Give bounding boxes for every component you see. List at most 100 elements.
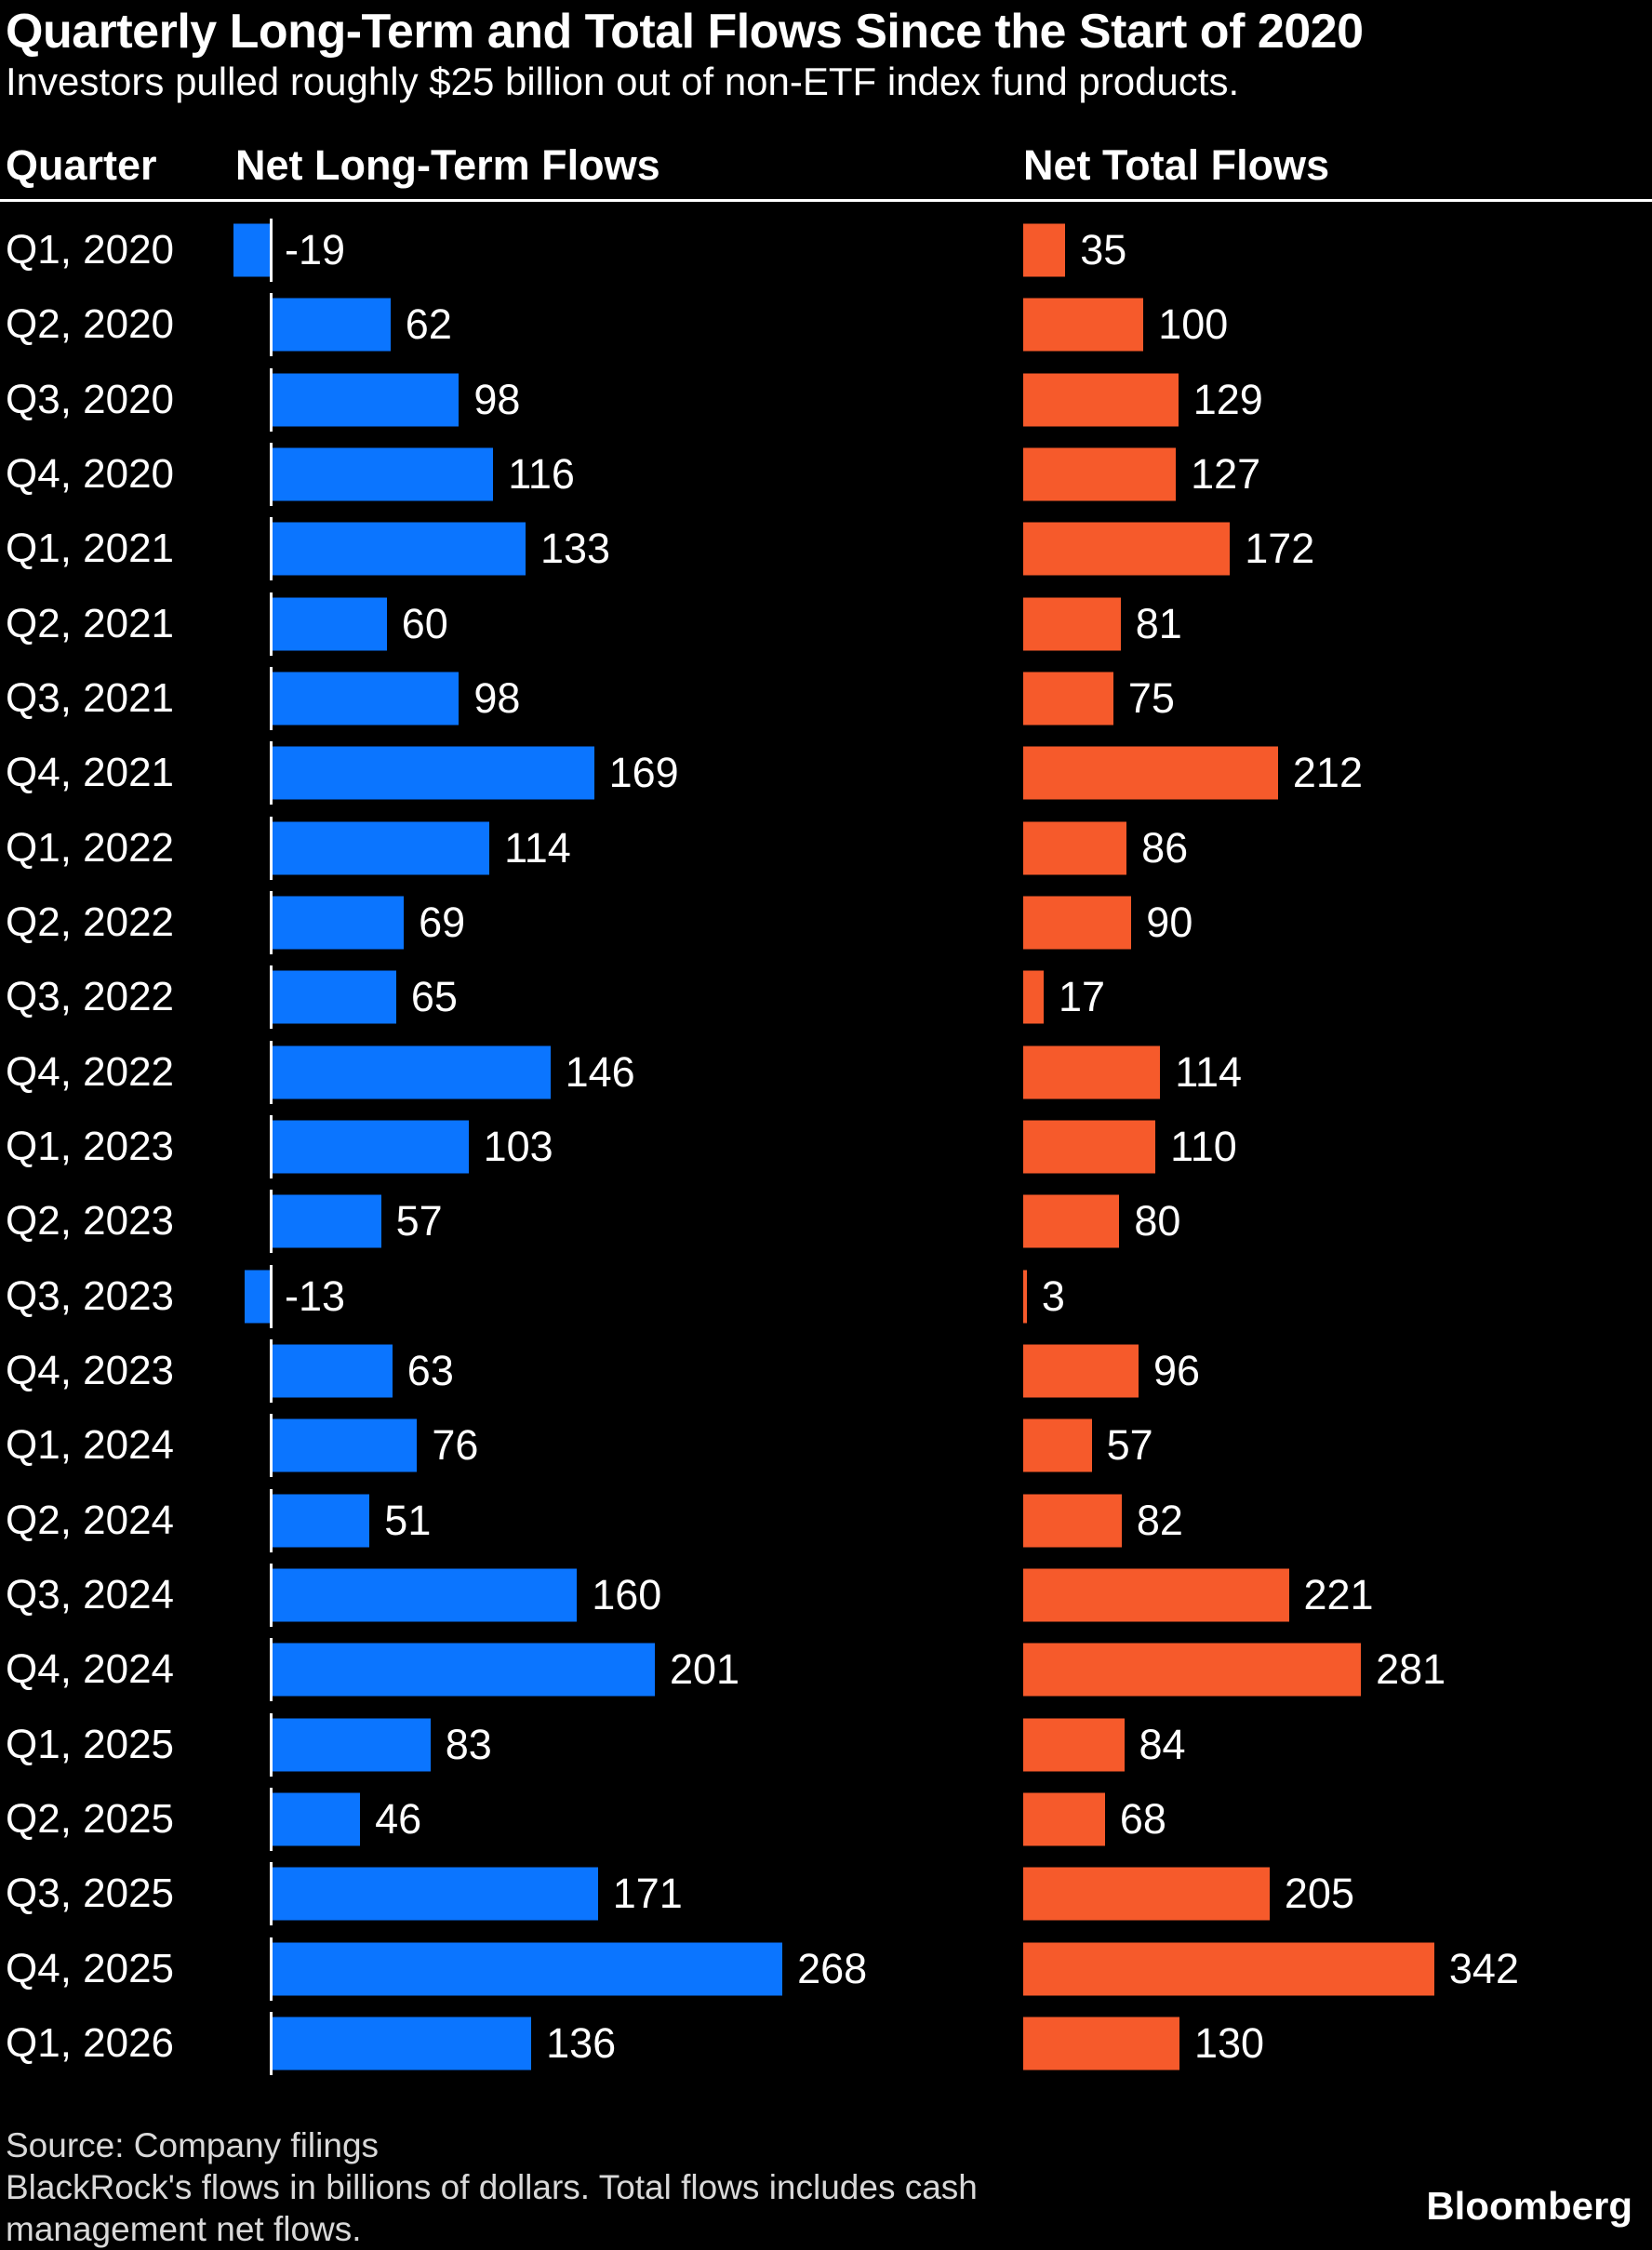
total-bar	[1023, 1120, 1156, 1174]
long-term-bar	[273, 746, 594, 800]
long-term-bar	[273, 2017, 532, 2070]
quarter-label: Q2, 2025	[6, 1796, 175, 1843]
zero-axis-tick	[270, 367, 273, 432]
total-bar	[1023, 672, 1113, 726]
long-term-value: 116	[508, 450, 575, 499]
column-header-long-term: Net Long-Term Flows	[235, 141, 660, 189]
zero-axis-tick	[270, 1114, 273, 1178]
long-term-value: 171	[612, 1870, 683, 1918]
long-term-bar	[273, 1418, 418, 1472]
quarter-label: Q4, 2024	[6, 1646, 175, 1693]
total-value: 110	[1170, 1123, 1237, 1171]
chart-row: Q2, 2021 60 81	[0, 587, 1652, 661]
chart-row: Q4, 2021 169 212	[0, 736, 1652, 810]
zero-axis-tick	[270, 965, 273, 1030]
long-term-value: 83	[445, 1720, 492, 1768]
chart-row: Q1, 2020 -19 35	[0, 213, 1652, 287]
zero-axis-tick	[270, 293, 273, 357]
long-term-bar	[273, 1194, 381, 1248]
chart-row: Q1, 2025 83 84	[0, 1708, 1652, 1782]
long-term-bar	[273, 373, 460, 427]
chart-row: Q4, 2024 201 281	[0, 1632, 1652, 1707]
long-term-value: 46	[375, 1795, 422, 1844]
chart-row: Q2, 2022 69 90	[0, 885, 1652, 960]
total-bar	[1023, 746, 1278, 800]
long-term-value: 160	[592, 1571, 662, 1619]
chart-row: Q1, 2021 133 172	[0, 512, 1652, 586]
quarter-label: Q1, 2025	[6, 1721, 175, 1767]
total-value: 3	[1041, 1271, 1065, 1320]
long-term-value: 51	[384, 1496, 432, 1544]
long-term-bar	[273, 1792, 361, 1846]
total-value: 127	[1191, 450, 1261, 499]
zero-axis-tick	[270, 517, 273, 581]
total-bar	[1023, 1045, 1161, 1099]
long-term-bar	[273, 1718, 431, 1772]
total-bar	[1023, 223, 1066, 277]
total-bar	[1023, 597, 1121, 651]
long-term-bar	[273, 1867, 598, 1921]
total-value: 100	[1158, 300, 1229, 349]
total-bar	[1023, 821, 1127, 875]
footnote-line-1: BlackRock's flows in billions of dollars…	[6, 2168, 978, 2206]
total-bar	[1023, 1568, 1289, 1622]
total-bar	[1023, 447, 1177, 501]
long-term-value: 76	[432, 1421, 479, 1470]
total-value: 212	[1292, 749, 1363, 797]
header-separator-line	[0, 199, 1652, 202]
chart-row: Q4, 2025 268 342	[0, 1932, 1652, 2006]
long-term-value: 65	[410, 973, 458, 1021]
quarter-label: Q2, 2024	[6, 1497, 175, 1543]
long-term-value: 63	[406, 1347, 454, 1395]
long-term-value: 62	[405, 300, 452, 349]
long-term-bar	[233, 223, 270, 277]
zero-axis-tick	[270, 592, 273, 656]
zero-axis-tick	[270, 2011, 273, 2075]
quarter-label: Q4, 2025	[6, 1945, 175, 1991]
total-bar	[1023, 522, 1231, 576]
total-bar	[1023, 1418, 1092, 1472]
quarter-label: Q1, 2023	[6, 1124, 175, 1170]
chart-row: Q2, 2024 51 82	[0, 1484, 1652, 1558]
total-bar	[1023, 1942, 1434, 1996]
long-term-value: 169	[608, 749, 679, 797]
column-header-quarter: Quarter	[6, 141, 157, 189]
chart-row: Q4, 2022 146 114	[0, 1035, 1652, 1110]
long-term-value: 114	[504, 823, 571, 872]
chart-footer: Source: Company filings BlackRock's flow…	[6, 2124, 978, 2250]
total-bar	[1023, 1194, 1120, 1248]
total-value: 90	[1146, 899, 1193, 947]
chart-row: Q3, 2020 98 129	[0, 363, 1652, 437]
total-value: 96	[1153, 1347, 1201, 1395]
quarter-label: Q4, 2023	[6, 1348, 175, 1394]
chart-row: Q3, 2022 65 17	[0, 960, 1652, 1034]
total-bar	[1023, 896, 1132, 950]
zero-axis-tick	[270, 816, 273, 880]
quarter-label: Q1, 2021	[6, 526, 175, 572]
quarter-label: Q2, 2023	[6, 1198, 175, 1245]
long-term-value: 268	[797, 1944, 868, 1992]
long-term-value: 60	[401, 599, 448, 647]
long-term-value: 146	[565, 1047, 635, 1096]
chart-row: Q1, 2024 76 57	[0, 1408, 1652, 1483]
zero-axis-tick	[270, 1338, 273, 1403]
total-value: 81	[1135, 599, 1182, 647]
zero-axis-tick	[270, 890, 273, 954]
total-value: 80	[1134, 1197, 1181, 1245]
bloomberg-logo: Bloomberg	[1426, 2184, 1632, 2228]
quarter-label: Q1, 2024	[6, 1422, 175, 1469]
long-term-bar	[273, 672, 460, 726]
total-value: 281	[1376, 1645, 1446, 1694]
long-term-bar	[273, 1568, 578, 1622]
long-term-bar	[273, 1344, 393, 1398]
column-header-total: Net Total Flows	[1023, 141, 1330, 189]
total-bar	[1023, 970, 1044, 1024]
long-term-value: 103	[483, 1123, 553, 1171]
footnote-line-2: management net flows.	[6, 2210, 362, 2248]
total-value: 84	[1139, 1720, 1186, 1768]
long-term-bar	[273, 896, 405, 950]
chart-row: Q4, 2023 63 96	[0, 1334, 1652, 1408]
long-term-bar	[273, 447, 494, 501]
quarter-label: Q4, 2020	[6, 451, 175, 498]
zero-axis-tick	[270, 1638, 273, 1702]
